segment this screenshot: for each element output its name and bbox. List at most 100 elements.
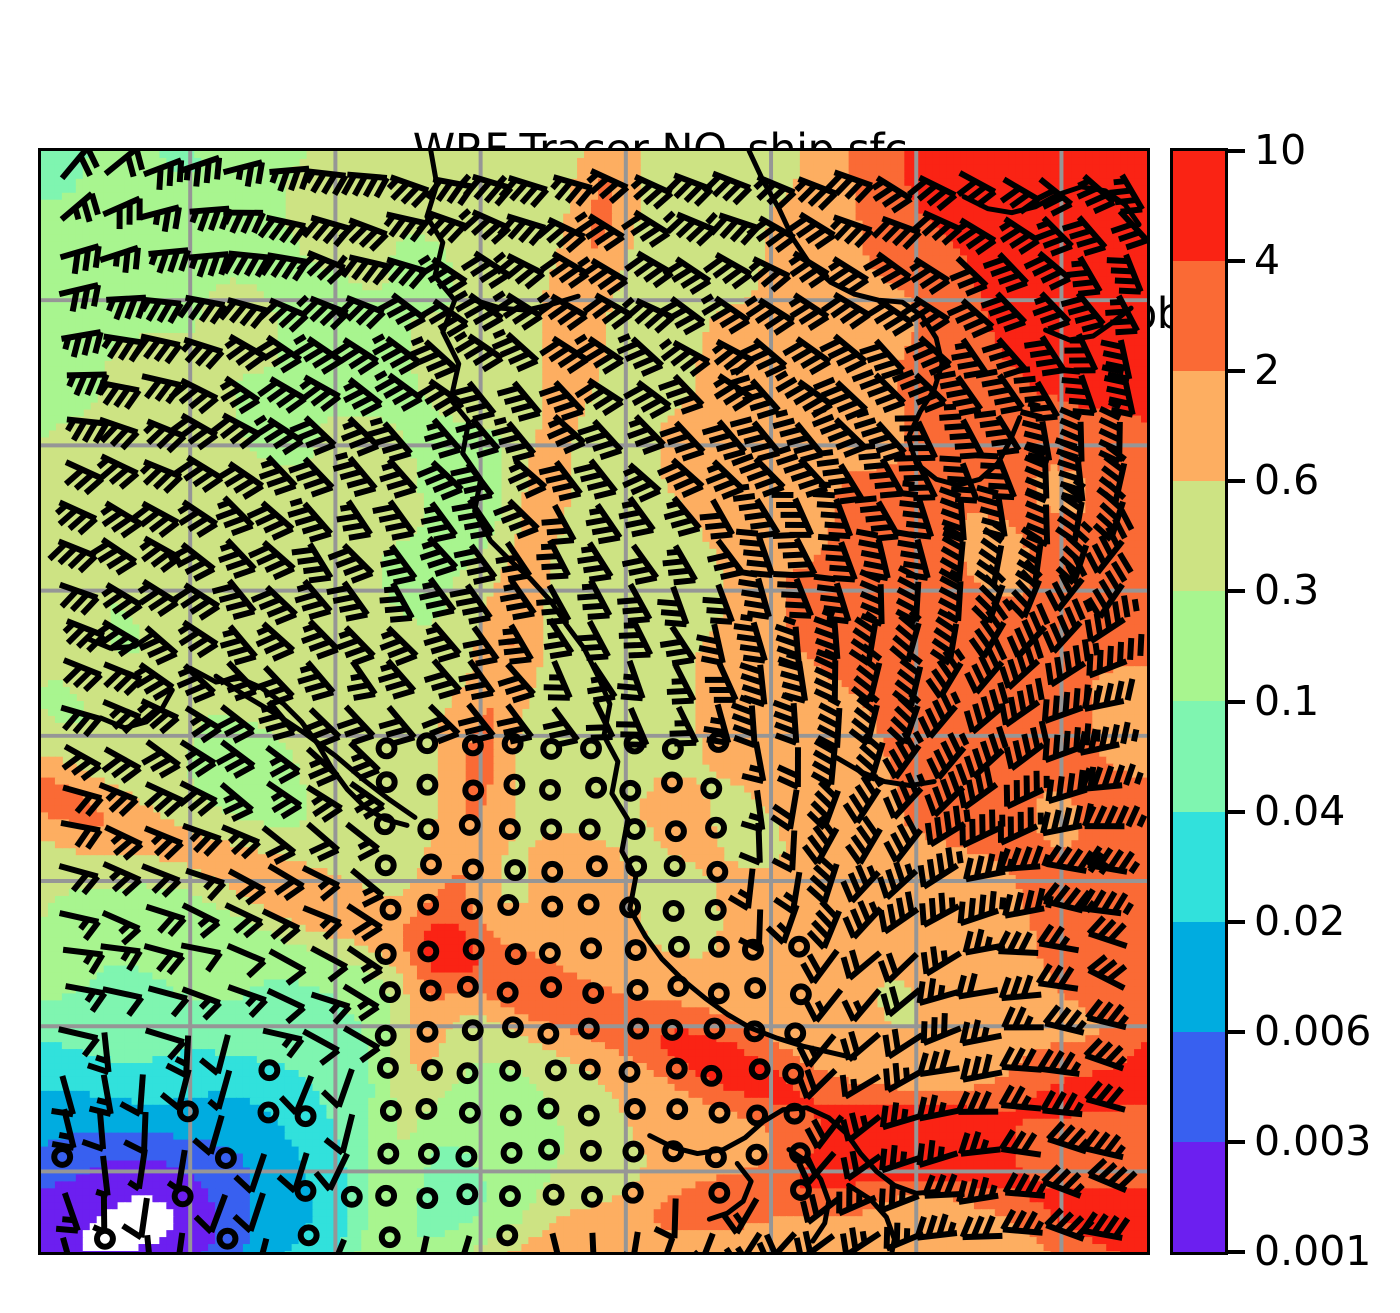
wind-barb — [420, 501, 458, 543]
wind-barb — [379, 581, 415, 623]
wind-barb — [980, 291, 1028, 333]
wind-barb — [753, 174, 797, 210]
wind-barb — [956, 1176, 999, 1205]
wind-barb — [871, 175, 913, 214]
tick-label: 0.001 — [1254, 1227, 1371, 1275]
wind-barb — [345, 821, 381, 862]
wind-barb — [497, 662, 536, 704]
wind-barb — [786, 211, 836, 250]
calm-wind-circle — [623, 732, 646, 755]
calm-wind-circle — [743, 1020, 766, 1043]
calm-wind-circle — [746, 1104, 769, 1127]
wind-barb — [305, 784, 343, 823]
wind-barb — [1044, 639, 1101, 688]
wind-barb — [250, 584, 298, 626]
calm-wind-circle — [375, 771, 398, 794]
calm-wind-circle — [540, 738, 563, 760]
wind-barb — [735, 568, 772, 620]
wind-barb — [883, 814, 923, 864]
wind-barb — [796, 1033, 837, 1068]
wind-barb — [257, 214, 308, 246]
wind-barb — [101, 582, 143, 621]
wind-barb — [1086, 633, 1145, 679]
wind-barb — [723, 1231, 763, 1252]
wind-barb — [119, 1074, 146, 1117]
wind-barb — [454, 290, 504, 332]
wind-barb — [102, 986, 145, 1017]
wind-barb — [453, 331, 504, 373]
calm-wind-circle — [462, 779, 485, 802]
wind-barb — [320, 1068, 355, 1109]
wind-barb — [574, 333, 624, 375]
wind-barb — [99, 244, 141, 274]
calm-wind-circle — [374, 1024, 397, 1047]
wind-barb — [267, 863, 305, 902]
calm-wind-circle — [216, 1227, 239, 1250]
wind-barb — [657, 585, 690, 628]
wind-barb — [840, 1112, 882, 1144]
wind-barb — [577, 256, 629, 296]
wind-barb — [871, 215, 922, 251]
wind-barb — [914, 1213, 958, 1241]
wind-barb — [418, 576, 457, 619]
wind-barb — [1081, 804, 1147, 830]
wind-barb — [1034, 215, 1074, 257]
wind-barb — [266, 987, 306, 1025]
wind-barb — [585, 502, 623, 545]
wind-barb — [536, 216, 587, 254]
wind-barb — [1084, 1080, 1126, 1113]
wind-barb — [920, 1012, 962, 1046]
wind-barb — [177, 499, 219, 539]
wind-barb — [219, 624, 258, 666]
wind-barb — [973, 410, 1022, 457]
calm-wind-circle — [544, 1059, 567, 1082]
wind-barb — [193, 1193, 228, 1235]
calm-wind-circle — [542, 1183, 565, 1206]
wind-barb — [246, 500, 295, 541]
wind-barb — [782, 336, 832, 376]
calm-wind-circle — [462, 938, 485, 961]
calm-wind-circle — [496, 981, 519, 1004]
tick-dash — [1228, 259, 1245, 264]
wind-barb — [378, 705, 417, 747]
wind-barb — [1086, 954, 1128, 991]
calm-wind-circle — [707, 982, 730, 1005]
tick-dash — [1228, 479, 1245, 484]
wind-barb — [141, 863, 182, 898]
wind-barb — [541, 503, 577, 545]
wind-barb — [492, 498, 540, 540]
tick-label: 4 — [1254, 236, 1280, 284]
tick-dash — [1228, 369, 1245, 374]
wind-barb — [917, 1049, 960, 1078]
calm-wind-circle — [499, 1185, 521, 1208]
wind-barb — [377, 292, 427, 332]
wind-barb — [878, 1184, 920, 1214]
wind-barb — [335, 1238, 347, 1252]
wind-barb — [659, 420, 706, 462]
wind-barb — [255, 665, 295, 707]
wind-barb — [959, 1019, 1002, 1047]
calm-wind-circle — [458, 813, 481, 836]
wind-barb — [727, 868, 756, 911]
calm-wind-circle — [577, 893, 600, 916]
wind-barb — [926, 732, 970, 781]
wind-barb — [859, 569, 885, 627]
wind-barb — [181, 902, 221, 939]
wind-barb — [102, 699, 143, 735]
wind-barb — [1000, 1208, 1045, 1236]
calm-wind-circle — [417, 1142, 440, 1165]
calm-wind-circle — [374, 943, 397, 965]
wind-barb — [701, 170, 753, 206]
wind-barb — [258, 699, 297, 741]
map-plot[interactable] — [38, 148, 1150, 1255]
calm-wind-circle — [377, 1142, 400, 1165]
wind-barb — [939, 455, 980, 504]
wind-barb — [288, 456, 335, 498]
wind-barb — [192, 1114, 225, 1157]
wind-barb — [121, 1197, 150, 1240]
colorbar-band-1 — [1173, 261, 1225, 372]
wind-barb — [916, 1139, 959, 1168]
calm-wind-circle — [294, 1179, 317, 1202]
tick-dash — [1228, 1139, 1245, 1144]
wind-barb — [176, 663, 216, 704]
